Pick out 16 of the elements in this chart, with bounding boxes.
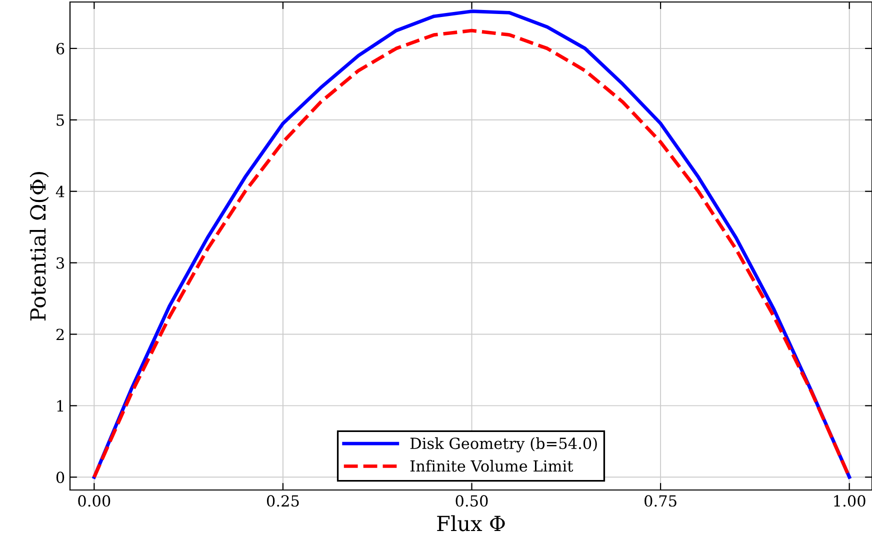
- x-tick-label: 0.25: [266, 495, 299, 507]
- y-tick-label: 0: [56, 472, 64, 484]
- x-tick-label: 0.50: [456, 495, 488, 507]
- x-tick-label: 0.00: [78, 495, 110, 507]
- legend-label: Disk Geometry (b=54.0): [410, 437, 597, 452]
- y-tick-label: 4: [56, 186, 64, 198]
- x-tick-label: 1.00: [834, 495, 866, 507]
- x-axis-title: Flux Φ: [437, 515, 505, 532]
- y-tick-label: 5: [56, 114, 64, 126]
- y-tick-label: 3: [56, 257, 64, 269]
- y-tick-label: 6: [56, 42, 64, 54]
- x-tick-label: 0.75: [644, 495, 676, 507]
- y-axis-title: Potential Ω(Φ): [30, 172, 49, 320]
- legend-label: Infinite Volume Limit: [410, 460, 574, 472]
- y-tick-label: 2: [56, 328, 64, 340]
- y-tick-label: 1: [57, 400, 63, 412]
